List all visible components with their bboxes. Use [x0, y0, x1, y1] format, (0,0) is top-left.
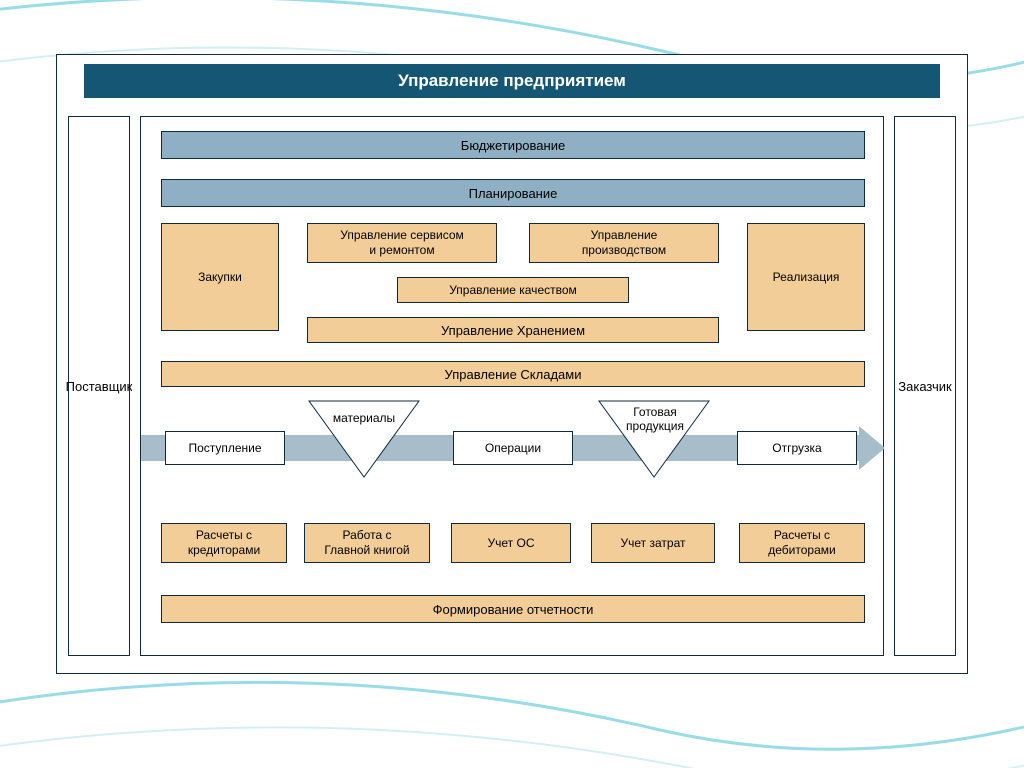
inner-frame: Бюджетирование Планирование Закупки Реал… [140, 116, 884, 656]
box-purchasing: Закупки [161, 223, 279, 331]
flow-arrow-head [859, 426, 885, 470]
box-cost-acct: Учет затрат [591, 523, 715, 563]
bar-budgeting: Бюджетирование [161, 131, 865, 159]
box-sales: Реализация [747, 223, 865, 331]
flow-operations: Операции [453, 431, 573, 465]
flow-shipment: Отгрузка [737, 431, 857, 465]
label-materials: материалы [319, 411, 409, 425]
box-service: Управление сервисом и ремонтом [307, 223, 497, 263]
label-finished: Готовая продукция [607, 405, 703, 434]
bar-warehouse: Управление Складами [161, 361, 865, 387]
box-creditors: Расчеты с кредиторами [161, 523, 287, 563]
bar-reporting: Формирование отчетности [161, 595, 865, 623]
box-ledger: Работа с Главной книгой [304, 523, 430, 563]
box-production: Управление производством [529, 223, 719, 263]
bar-storage: Управление Хранением [307, 317, 719, 343]
bar-planning: Планирование [161, 179, 865, 207]
flow-arrival: Поступление [165, 431, 285, 465]
box-quality: Управление качеством [397, 277, 629, 303]
side-customer: Заказчик [894, 116, 956, 656]
box-debtors: Расчеты с дебиторами [739, 523, 865, 563]
diagram-title: Управление предприятием [84, 64, 940, 98]
side-supplier: Поставщик [68, 116, 130, 656]
box-fixed-assets: Учет ОС [451, 523, 571, 563]
